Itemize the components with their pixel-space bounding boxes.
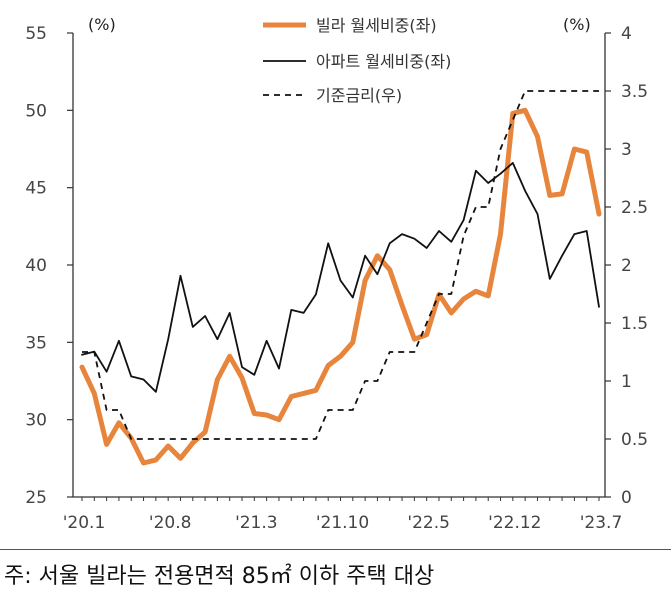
legend-label-3: 기준금리(우) [316,86,402,105]
footnote-divider [0,549,671,550]
legend: 빌라 월세비중(좌) 아파트 월세비중(좌) 기준금리(우) [263,16,451,105]
x-tick-label: '20.8 [149,513,192,533]
x-tick-label: '21.3 [235,513,278,533]
right-tick-label: 3.5 [621,82,648,102]
series-line-1 [79,107,602,466]
series-line-3 [82,90,599,440]
right-tick-label: 0 [621,488,632,508]
x-tick-label: '23.7 [580,513,623,533]
right-axis-unit: (%) [563,15,591,34]
left-tick-label: 45 [25,179,47,199]
x-tick-label: '21.10 [316,513,369,533]
left-tick-label: 35 [25,333,47,353]
right-tick-label: 0.5 [621,430,648,450]
right-tick-label: 1.5 [621,314,648,334]
left-tick-label: 50 [25,101,47,121]
right-tick-label: 4 [621,24,632,44]
legend-label-2: 아파트 월세비중(좌) [316,52,451,71]
right-tick-label: 3 [621,140,632,160]
x-axis: '20.1 '20.8 '21.3 '21.10 '22.5 '22.12 '23.7 [63,496,623,533]
right-tick-label: 1 [621,372,632,392]
left-axis-unit: (%) [88,15,116,34]
left-tick-label: 40 [25,256,47,276]
series-line-2 [81,162,600,393]
right-tick-label: 2 [621,256,632,276]
x-tick-label: '20.1 [63,513,106,533]
chart: 55 50 45 40 35 30 25 (%) 4 3.5 3 2.5 2 1.5 1 0.5 0 (%) '… [25,15,648,533]
x-tick-label: '22.12 [488,513,541,533]
left-tick-label: 25 [25,488,47,508]
right-y-axis: 4 3.5 3 2.5 2 1.5 1 0.5 0 (%) [563,15,648,508]
series-group [79,90,602,466]
x-tick-label: '22.5 [407,513,450,533]
footnote: 주: 서울 빌라는 전용면적 85㎡ 이하 주택 대상 [4,564,435,589]
legend-label-1: 빌라 월세비중(좌) [316,16,437,35]
left-y-axis: 55 50 45 40 35 30 25 (%) [25,15,115,508]
left-tick-label: 30 [25,411,47,431]
right-tick-label: 2.5 [621,198,648,218]
left-tick-label: 55 [25,24,47,44]
